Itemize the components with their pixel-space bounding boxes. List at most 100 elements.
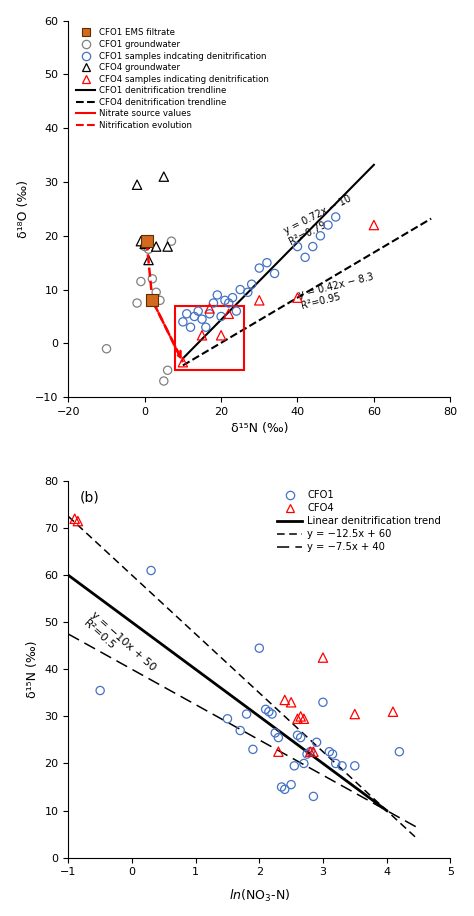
CFO4 [351,707,358,722]
CFO4 [310,745,317,759]
CFO4 samples indicating denitrification [206,301,213,316]
CFO4 samples indicating denitrification [179,354,187,369]
CFO1 [265,704,273,719]
CFO1 [303,747,311,761]
CFO4 groundwater [137,234,145,248]
CFO4 samples indicating denitrification [370,218,378,233]
CFO1 samples indicating denitrification [213,288,221,302]
CFO4 denitrification trendline [428,213,434,224]
CFO1 samples indicating denitrification [244,285,252,300]
CFO1 samples indicating denitrification [263,256,271,270]
CFO4 samples indicating denitrification [217,328,225,343]
Legend: CFO1, CFO4, Linear denitrification trend, y = −12.5x + 60, y = −7.5x + 40: CFO1, CFO4, Linear denitrification trend… [273,486,445,556]
CFO1 samples indicating denitrification [198,311,206,326]
CFO1 groundwater [168,234,175,248]
Legend: CFO1 EMS filtrate, CFO1 groundwater, CFO1 samples indcating denitrification, CFO: CFO1 EMS filtrate, CFO1 groundwater, CFO… [73,25,273,134]
CFO4 groundwater [141,236,148,251]
Line: CFO4 denitrification trendline: CFO4 denitrification trendline [183,219,431,365]
CFO1 groundwater [141,239,148,254]
CFO1 groundwater [164,363,172,377]
CFO1 groundwater [145,242,152,256]
CFO1 [351,758,358,773]
X-axis label: δ¹⁵N (‰): δ¹⁵N (‰) [230,422,288,435]
CFO4 [71,511,79,526]
Text: (b): (b) [80,490,100,505]
CFO4 groundwater [152,239,160,254]
CFO1 [328,747,336,761]
CFO1 [395,745,403,759]
CFO4 [287,695,295,710]
CFO4 [319,650,327,665]
CFO1 EMS filtrate [143,234,150,248]
CFO1 [96,683,104,698]
CFO1 EMS filtrate [148,293,156,308]
CFO1 samples indicating denitrification [221,293,229,308]
CFO1 [332,756,339,770]
CFO4 [297,709,304,724]
CFO1 samples indicating denitrification [332,210,339,224]
Text: y = 0.72x − 10
R²=0.79: y = 0.72x − 10 R²=0.79 [282,193,358,246]
CFO1 groundwater [152,285,160,300]
CFO1 [313,735,320,749]
CFO1 groundwater [160,374,168,388]
CFO1 [326,745,333,759]
CFO1 samples indicating denitrification [225,296,233,311]
CFO1 [297,730,304,745]
CFO4 [300,712,308,726]
CFO1 samples indicating denitrification [179,314,187,329]
CFO1 [278,780,285,794]
CFO1 [147,563,155,578]
CFO1 samples indicating denitrification [183,307,191,322]
CFO1 [249,742,257,757]
CFO1 samples indicating denitrification [317,228,324,243]
CFO4 groundwater [160,169,168,184]
CFO1 [281,782,289,797]
CFO1 denitrification trendline [371,159,377,170]
CFO1 [262,702,269,716]
CFO1 samples indicating denitrification [271,267,278,281]
CFO4 samples indicating denitrification [198,328,206,343]
CFO1 samples indicating denitrification [210,296,217,311]
Bar [175,306,244,370]
CFO1 samples indicating denitrification [309,239,317,254]
CFO1 groundwater [148,271,156,286]
Line: CFO1 denitrification trendline: CFO1 denitrification trendline [183,165,374,358]
CFO4 [389,704,397,719]
Text: y = −10x + 50
R²=0.5: y = −10x + 50 R²=0.5 [81,610,157,682]
CFO1 [268,707,276,722]
CFO4 denitrification trendline [180,360,186,371]
CFO1 samples indicating denitrification [248,277,255,291]
Text: (a): (a) [80,30,99,44]
CFO4 [274,745,282,759]
CFO4 [294,712,301,726]
CFO4 [306,745,314,759]
CFO1 [274,730,282,745]
CFO1 samples indicating denitrification [202,320,210,334]
CFO1 [306,745,314,759]
CFO1 [287,778,295,792]
CFO4 samples indicating denitrification [225,307,233,322]
CFO1 [338,758,346,773]
CFO4 groundwater [133,178,141,192]
CFO1 groundwater [137,274,145,289]
CFO1 samples indicating denitrification [237,282,244,297]
CFO4 groundwater [164,239,172,254]
CFO1 samples indicating denitrification [324,218,332,233]
CFO1 denitrification trendline [180,353,186,364]
CFO1 samples indicating denitrification [301,250,309,265]
CFO1 [237,724,244,738]
CFO1 [243,707,250,722]
CFO1 groundwater [133,296,141,311]
Y-axis label: δ¹⁵N (‰): δ¹⁵N (‰) [26,640,39,698]
CFO1 [224,712,231,726]
CFO1 [272,725,279,740]
CFO4 groundwater [145,253,152,267]
CFO1 [255,641,263,656]
CFO1 [310,789,317,803]
CFO1 samples indicating denitrification [217,309,225,323]
CFO1 samples indicating denitrification [206,307,213,322]
CFO1 samples indicating denitrification [255,261,263,276]
CFO4 samples indicating denitrification [255,293,263,308]
CFO1 [294,728,301,743]
Y-axis label: δ¹⁸O (‰): δ¹⁸O (‰) [17,180,30,238]
